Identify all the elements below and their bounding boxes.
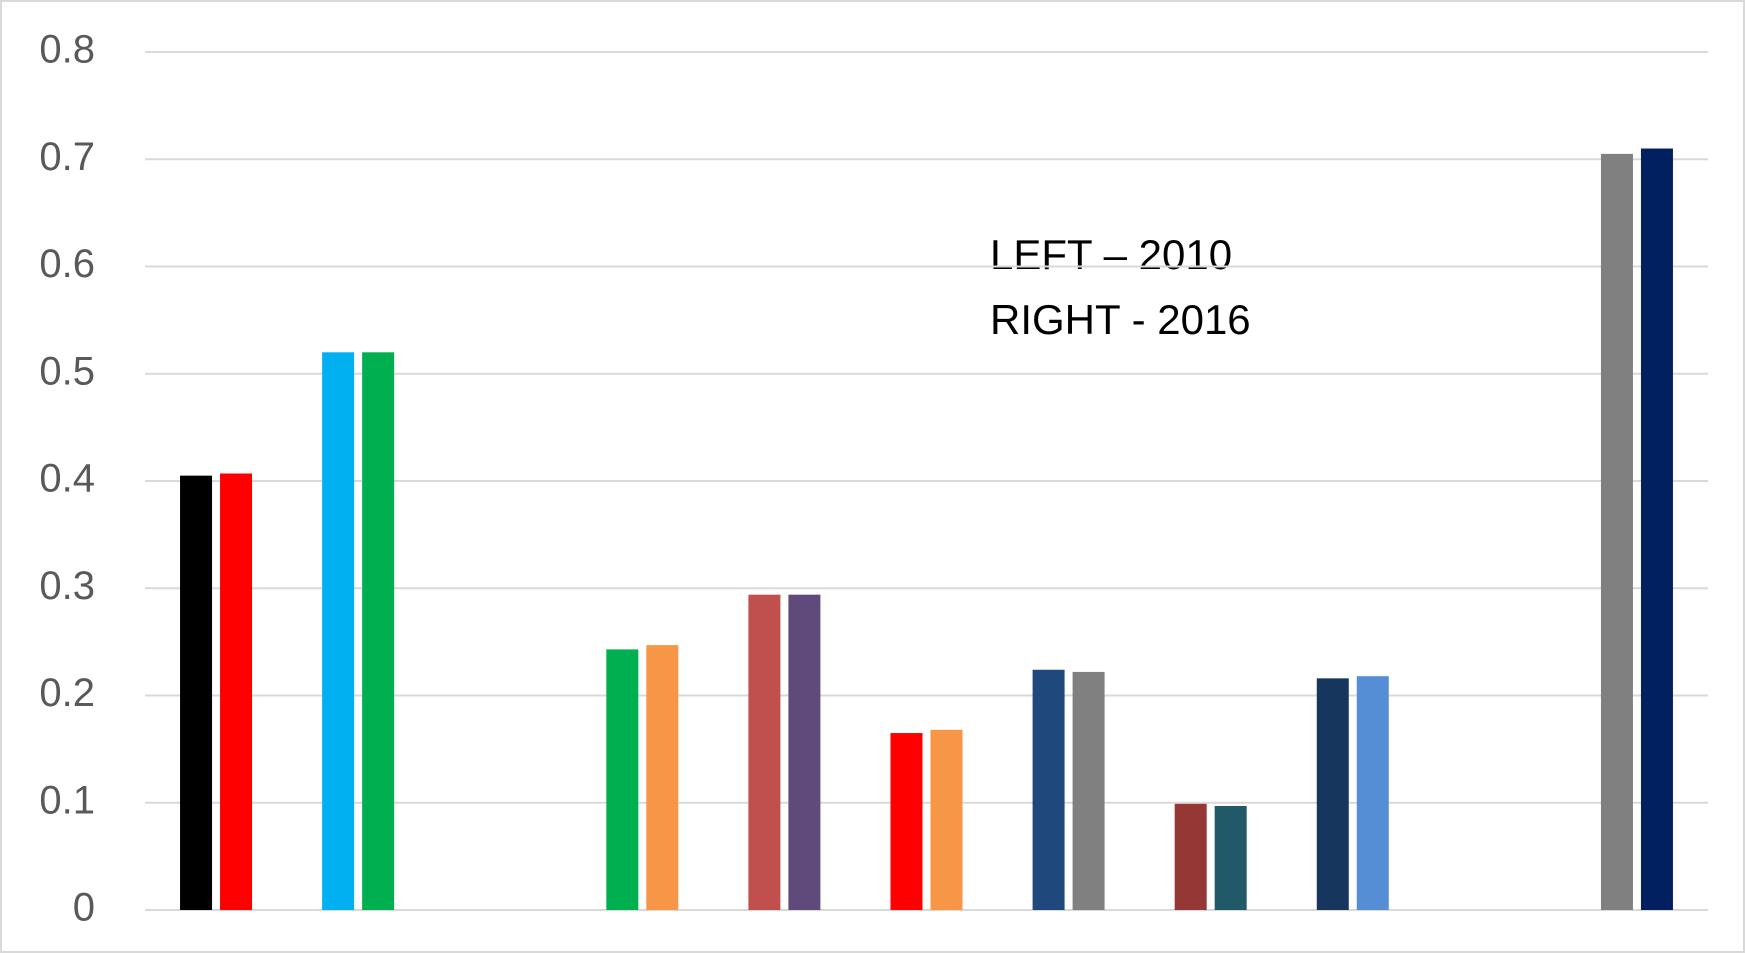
y-tick-label: 0.5 — [39, 349, 95, 393]
bar — [1640, 148, 1673, 910]
bar — [1316, 678, 1349, 910]
bar — [362, 352, 395, 910]
bar — [322, 352, 355, 910]
bar — [606, 649, 639, 910]
y-tick-label: 0.4 — [39, 457, 95, 501]
bar — [646, 645, 679, 910]
bar — [1214, 805, 1247, 910]
y-tick-label: 0 — [73, 886, 95, 930]
y-tick-label: 0.3 — [39, 564, 95, 608]
bar — [788, 594, 821, 910]
bar — [180, 475, 213, 910]
annotation: RIGHT - 2016 — [990, 296, 1251, 343]
y-tick-label: 0.7 — [39, 135, 95, 179]
y-tick-label: 0.6 — [39, 242, 95, 286]
bar — [220, 473, 253, 910]
y-tick-label: 0.2 — [39, 671, 95, 715]
bar — [1072, 671, 1105, 910]
bar — [930, 729, 963, 910]
y-tick-label: 0.8 — [39, 28, 95, 72]
y-tick-label: 0.1 — [39, 778, 95, 822]
bar — [1032, 669, 1065, 910]
annotation: LEFT – 2010 — [990, 231, 1232, 278]
bar — [1600, 153, 1633, 910]
bar — [1174, 803, 1207, 910]
bar — [748, 594, 781, 910]
bar — [1356, 676, 1389, 910]
bar — [890, 733, 923, 910]
